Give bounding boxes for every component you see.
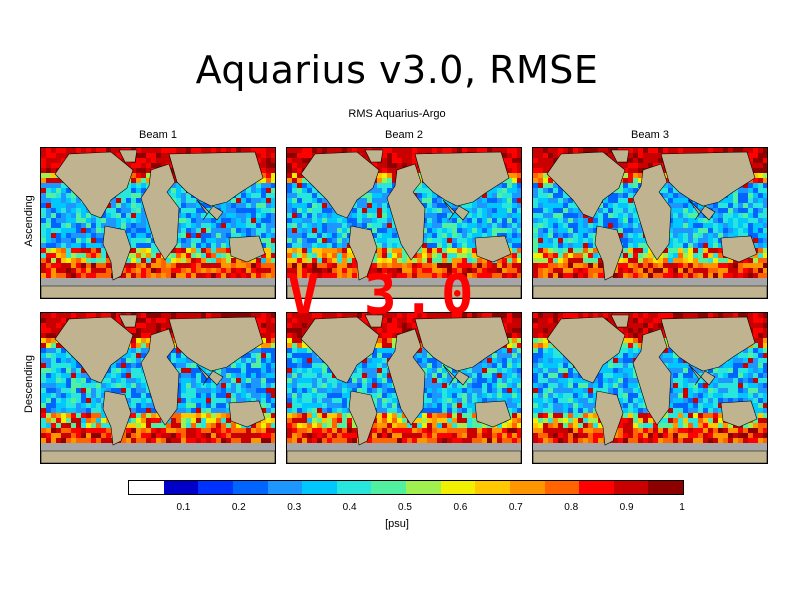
continent-outline <box>546 151 626 219</box>
continent-outline <box>140 328 180 426</box>
colorbar-tick-label: 0.7 <box>508 502 523 513</box>
continent-outline <box>474 400 512 428</box>
continent-outline <box>442 364 470 386</box>
map-graphic <box>533 148 767 298</box>
colorbar-segment <box>648 481 683 494</box>
column-label-beam-2: Beam 2 <box>385 129 423 141</box>
continent-outline <box>41 285 275 298</box>
map-panel-descending-beam-2 <box>286 312 522 464</box>
colorbar-tick-label: 0.3 <box>287 502 302 513</box>
column-label-beam-3: Beam 3 <box>631 129 669 141</box>
colorbar-tick-label: 0.1 <box>176 502 191 513</box>
colorbar-segment <box>509 481 545 494</box>
continent-outline <box>348 225 378 281</box>
continent-outline <box>660 316 756 372</box>
map-graphic <box>41 313 275 463</box>
colorbar-segment <box>198 481 233 494</box>
colorbar-unit-label: [psu] <box>385 518 409 530</box>
continent-outline <box>533 450 767 463</box>
colorbar-tick-label: 0.9 <box>619 502 634 513</box>
continent-outline <box>196 364 224 386</box>
continent-outline <box>632 163 672 261</box>
continent-outline <box>546 316 626 384</box>
continent-outline <box>660 151 756 207</box>
slide-title: Aquarius v3.0, RMSE <box>195 48 599 92</box>
continent-outline <box>386 328 426 426</box>
continent-outline <box>688 364 716 386</box>
continent-outline <box>54 151 134 219</box>
continent-outline <box>386 163 426 261</box>
continent-outline <box>364 314 384 328</box>
colorbar-segment <box>129 481 164 494</box>
continent-outline <box>348 390 378 446</box>
colorbar-tick-label: 1 <box>679 502 685 513</box>
map-panel-ascending-beam-2 <box>286 147 522 299</box>
row-label-ascending: Ascending <box>23 195 35 247</box>
continent-outline <box>228 400 266 428</box>
colorbar-segment <box>544 481 580 494</box>
map-panel-descending-beam-3 <box>532 312 768 464</box>
continent-outline <box>118 314 138 328</box>
map-graphic <box>41 148 275 298</box>
colorbar-segment <box>371 481 406 494</box>
continent-outline <box>118 149 138 163</box>
colorbar-segment <box>163 481 199 494</box>
continent-outline <box>300 151 380 219</box>
continent-outline <box>594 390 624 446</box>
continent-outline <box>474 235 512 263</box>
continent-outline <box>364 149 384 163</box>
map-graphic <box>533 313 767 463</box>
continent-outline <box>287 285 521 298</box>
colorbar-segment <box>579 481 614 494</box>
colorbar-tick-label: 0.2 <box>231 502 246 513</box>
figure-title: RMS Aquarius-Argo <box>348 108 446 120</box>
continent-outline <box>228 235 266 263</box>
colorbar-segment <box>232 481 268 494</box>
continent-outline <box>168 151 264 207</box>
map-panel-ascending-beam-3 <box>532 147 768 299</box>
continent-outline <box>102 390 132 446</box>
continent-outline <box>54 316 134 384</box>
continent-outline <box>720 235 758 263</box>
continent-outline <box>610 314 630 328</box>
colorbar-segment <box>440 481 476 494</box>
colorbar-segment <box>267 481 303 494</box>
colorbar <box>128 480 684 495</box>
version-overlay-text: V 3.0 <box>287 263 480 326</box>
continent-outline <box>414 316 510 372</box>
continent-outline <box>414 151 510 207</box>
colorbar-tick-label: 0.8 <box>564 502 579 513</box>
continent-outline <box>594 225 624 281</box>
colorbar-tick-label: 0.6 <box>453 502 468 513</box>
column-label-beam-1: Beam 1 <box>139 129 177 141</box>
row-label-descending: Descending <box>23 354 35 414</box>
colorbar-segment <box>613 481 649 494</box>
continent-outline <box>632 328 672 426</box>
map-panel-descending-beam-1 <box>40 312 276 464</box>
map-panel-ascending-beam-1 <box>40 147 276 299</box>
continent-outline <box>688 199 716 221</box>
continent-outline <box>196 199 224 221</box>
continent-outline <box>610 149 630 163</box>
colorbar-tick-label: 0.5 <box>398 502 412 513</box>
continent-outline <box>720 400 758 428</box>
continent-outline <box>442 199 470 221</box>
map-graphic <box>287 313 521 463</box>
colorbar-segment <box>302 481 337 494</box>
continent-outline <box>41 450 275 463</box>
continent-outline <box>140 163 180 261</box>
continent-outline <box>533 285 767 298</box>
continent-outline <box>168 316 264 372</box>
map-graphic <box>287 148 521 298</box>
colorbar-segment <box>336 481 372 494</box>
continent-outline <box>300 316 380 384</box>
colorbar-tick-label: 0.4 <box>342 502 357 513</box>
continent-outline <box>287 450 521 463</box>
colorbar-segment <box>475 481 510 494</box>
continent-outline <box>102 225 132 281</box>
colorbar-segment <box>406 481 441 494</box>
